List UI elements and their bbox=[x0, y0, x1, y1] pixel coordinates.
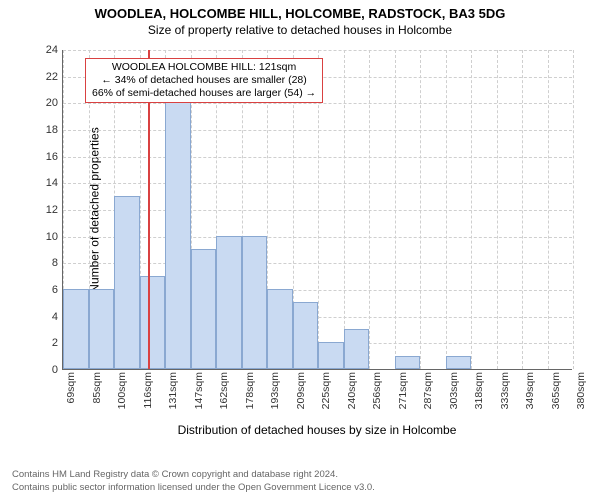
y-tick: 2 bbox=[34, 337, 58, 349]
x-tick: 100sqm bbox=[116, 372, 128, 409]
histogram-bar bbox=[216, 236, 242, 369]
x-tick: 85sqm bbox=[91, 372, 103, 404]
x-tick: 69sqm bbox=[65, 372, 77, 404]
y-tick: 10 bbox=[34, 231, 58, 243]
footer-attribution: Contains HM Land Registry data © Crown c… bbox=[12, 469, 375, 494]
histogram-bar bbox=[344, 329, 370, 369]
x-tick: 116sqm bbox=[142, 372, 154, 409]
x-tick: 318sqm bbox=[473, 372, 485, 409]
y-tick: 4 bbox=[34, 311, 58, 323]
histogram-bar bbox=[267, 289, 293, 369]
y-tick: 20 bbox=[34, 97, 58, 109]
y-tick: 24 bbox=[34, 44, 58, 56]
y-tick: 8 bbox=[34, 257, 58, 269]
x-tick: 287sqm bbox=[422, 372, 434, 409]
histogram-bar bbox=[293, 302, 319, 369]
y-tick: 22 bbox=[34, 71, 58, 83]
x-tick: 193sqm bbox=[269, 372, 281, 409]
histogram-bar bbox=[242, 236, 268, 369]
y-tick: 18 bbox=[34, 124, 58, 136]
histogram-bar bbox=[114, 196, 140, 369]
x-tick: 271sqm bbox=[397, 372, 409, 409]
x-tick: 333sqm bbox=[499, 372, 511, 409]
histogram-bar bbox=[446, 356, 472, 369]
x-tick: 178sqm bbox=[244, 372, 256, 409]
histogram-bar bbox=[89, 289, 115, 369]
x-tick: 147sqm bbox=[193, 372, 205, 409]
histogram-bar bbox=[140, 276, 166, 369]
x-tick: 240sqm bbox=[346, 372, 358, 409]
x-tick: 256sqm bbox=[371, 372, 383, 409]
x-tick: 162sqm bbox=[218, 372, 230, 409]
x-tick: 365sqm bbox=[550, 372, 562, 409]
annotation-line: WOODLEA HOLCOMBE HILL: 121sqm bbox=[92, 61, 316, 74]
chart-container: WOODLEA, HOLCOMBE HILL, HOLCOMBE, RADSTO… bbox=[0, 0, 600, 500]
chart-title-sub: Size of property relative to detached ho… bbox=[0, 23, 600, 37]
annotation-line: 66% of semi-detached houses are larger (… bbox=[92, 87, 316, 100]
histogram-bar bbox=[318, 342, 344, 369]
x-tick: 380sqm bbox=[575, 372, 587, 409]
x-tick: 209sqm bbox=[295, 372, 307, 409]
histogram-bar bbox=[191, 249, 217, 369]
histogram-bar bbox=[165, 102, 191, 369]
footer-line-1: Contains HM Land Registry data © Crown c… bbox=[12, 469, 375, 481]
histogram-bar bbox=[395, 356, 421, 369]
annotation-line: ← 34% of detached houses are smaller (28… bbox=[92, 74, 316, 87]
y-tick: 14 bbox=[34, 177, 58, 189]
histogram-bar bbox=[63, 289, 89, 369]
x-axis-label: Distribution of detached houses by size … bbox=[62, 423, 572, 437]
x-tick: 131sqm bbox=[167, 372, 179, 409]
annotation-box: WOODLEA HOLCOMBE HILL: 121sqm← 34% of de… bbox=[85, 58, 323, 103]
chart-area: Number of detached properties WOODLEA HO… bbox=[62, 50, 572, 370]
y-tick: 0 bbox=[34, 364, 58, 376]
plot-region: WOODLEA HOLCOMBE HILL: 121sqm← 34% of de… bbox=[62, 50, 572, 370]
y-tick: 16 bbox=[34, 151, 58, 163]
x-tick: 225sqm bbox=[320, 372, 332, 409]
y-tick: 6 bbox=[34, 284, 58, 296]
chart-title-main: WOODLEA, HOLCOMBE HILL, HOLCOMBE, RADSTO… bbox=[0, 0, 600, 21]
footer-line-2: Contains public sector information licen… bbox=[12, 482, 375, 494]
x-tick: 303sqm bbox=[448, 372, 460, 409]
y-tick: 12 bbox=[34, 204, 58, 216]
x-tick: 349sqm bbox=[524, 372, 536, 409]
